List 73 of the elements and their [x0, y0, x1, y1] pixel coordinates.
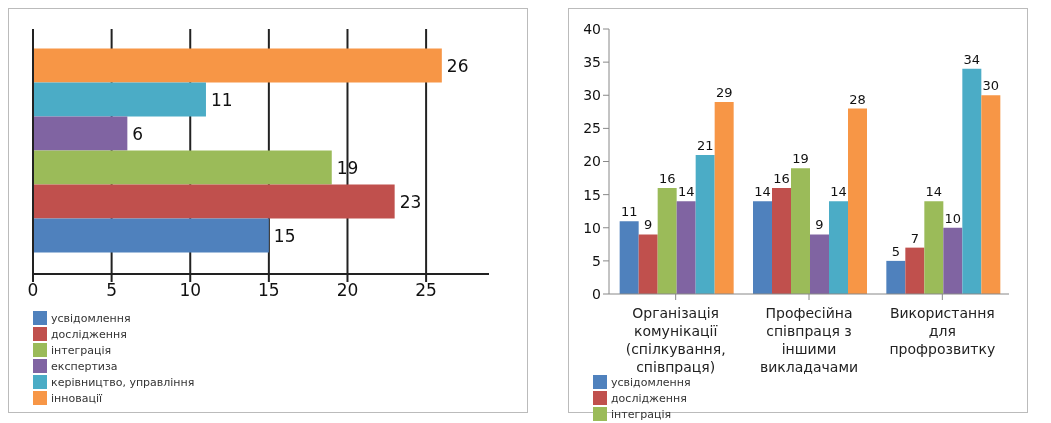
x-tick-label: 0 — [27, 280, 39, 301]
legend-label: інновації — [51, 391, 102, 405]
data-label: 7 — [910, 230, 919, 246]
bar — [962, 68, 982, 294]
bar — [829, 201, 848, 294]
legend-label: дослідження — [611, 391, 687, 405]
data-label: 16 — [773, 171, 790, 186]
bar — [924, 201, 944, 294]
bar — [33, 150, 332, 185]
bar — [676, 201, 696, 294]
legend-label: дослідження — [51, 327, 127, 341]
data-label: 9 — [644, 217, 653, 233]
bar — [981, 95, 1001, 294]
y-tick-label: 25 — [583, 120, 601, 137]
y-tick-label: 5 — [592, 252, 601, 269]
data-label: 29 — [715, 84, 733, 100]
data-label: 23 — [399, 191, 422, 212]
bar — [33, 218, 269, 253]
data-label: 14 — [754, 184, 771, 200]
data-label: 14 — [677, 184, 695, 200]
data-label: 10 — [944, 210, 962, 226]
x-tick-label: Професійна співпраця з іншими викладачами — [759, 305, 859, 375]
data-label: 15 — [273, 225, 296, 246]
bar — [753, 201, 772, 294]
bar — [905, 247, 925, 294]
bar — [810, 234, 829, 294]
data-label: 30 — [982, 78, 1000, 94]
legend-label: інтеграція — [611, 407, 672, 421]
bar — [33, 184, 395, 219]
x-tick-label: 15 — [258, 280, 280, 301]
data-label: 16 — [658, 171, 676, 186]
data-label: 11 — [210, 89, 233, 110]
data-label: 9 — [815, 217, 824, 233]
x-tick-label: 20 — [336, 280, 359, 301]
data-label: 6 — [132, 123, 144, 144]
x-tick-label: 25 — [415, 280, 437, 301]
y-tick-label: 10 — [583, 219, 601, 236]
data-label: 26 — [446, 55, 469, 76]
x-tick-label: 5 — [106, 280, 118, 301]
y-tick-label: 35 — [583, 54, 601, 71]
x-tick-label: 10 — [179, 280, 202, 301]
legend-label: інтеграція — [51, 343, 112, 357]
bar — [886, 260, 906, 294]
bar — [943, 227, 963, 294]
legend-label: усвідомлення — [611, 375, 691, 389]
bar — [33, 116, 128, 151]
data-label: 28 — [849, 91, 866, 107]
bar — [638, 234, 658, 294]
data-label: 19 — [792, 151, 809, 167]
data-label: 21 — [696, 137, 714, 153]
bar — [772, 188, 791, 294]
bar — [791, 168, 810, 294]
bar — [619, 221, 639, 294]
data-label: 11 — [620, 204, 638, 220]
bar — [33, 82, 206, 117]
legend-label: усвідомлення — [51, 311, 131, 325]
bar — [657, 188, 677, 294]
y-tick-label: 40 — [583, 20, 601, 37]
bar — [714, 101, 734, 294]
bar — [848, 108, 867, 294]
y-tick-label: 30 — [583, 87, 601, 104]
y-tick-label: 15 — [583, 186, 601, 203]
legend-label: керівництво, управління — [51, 375, 195, 389]
data-label: 14 — [830, 184, 847, 200]
data-label: 5 — [891, 243, 900, 259]
y-tick-label: 20 — [583, 153, 601, 170]
data-label: 34 — [963, 51, 981, 67]
legend-label: експертиза — [51, 359, 118, 373]
x-tick-label: Організація комунікації (спілкування, співпраця) — [625, 305, 726, 375]
data-label: 14 — [925, 184, 943, 200]
x-tick-label: Використання для профрозвитку — [889, 305, 996, 357]
bar — [33, 48, 442, 83]
bar — [695, 154, 715, 294]
